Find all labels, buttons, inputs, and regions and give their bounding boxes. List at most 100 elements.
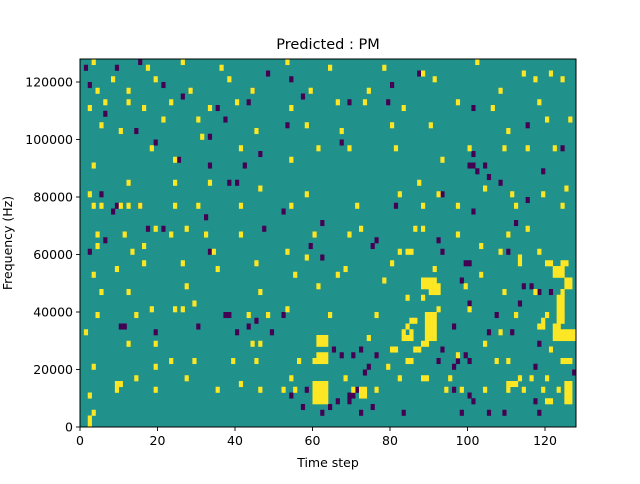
heatmap-cell-high: [92, 364, 96, 370]
heatmap-cell-low: [247, 99, 251, 105]
y-tick-label: 20000: [33, 362, 73, 377]
heatmap-cell-low: [468, 358, 472, 364]
heatmap-cell-high: [483, 387, 487, 393]
heatmap-cell-low: [468, 393, 472, 399]
heatmap-cell-high: [557, 301, 561, 307]
heatmap-cell-high: [557, 329, 561, 335]
heatmap-cell-low: [270, 329, 274, 335]
heatmap-cell-high: [285, 306, 289, 312]
y-tick-label: 80000: [33, 190, 73, 205]
y-tick-label: 100000: [25, 132, 73, 147]
heatmap-cell-low: [526, 197, 530, 203]
heatmap-cell-high: [514, 312, 518, 318]
heatmap-cell-high: [390, 122, 394, 128]
heatmap-cell-low: [154, 140, 158, 146]
heatmap-cell-high: [561, 306, 565, 312]
heatmap-cell-high: [285, 59, 289, 65]
heatmap-cell-high: [344, 375, 348, 381]
heatmap-cell-high: [320, 387, 324, 393]
heatmap-cell-high: [561, 301, 565, 307]
heatmap-cell-high: [561, 203, 565, 209]
heatmap-cell-high: [429, 278, 433, 284]
heatmap-cell-high: [251, 341, 255, 347]
heatmap-cell-high: [464, 283, 468, 289]
x-tick-label: 80: [382, 433, 398, 448]
heatmap-cell-high: [568, 358, 572, 364]
heatmap-cell-high: [561, 272, 565, 278]
heatmap-cell-high: [189, 88, 193, 94]
heatmap-cell-high: [316, 381, 320, 387]
heatmap-cell-high: [88, 416, 92, 422]
heatmap-cell-low: [537, 289, 541, 295]
y-tick-label: 60000: [33, 247, 73, 262]
heatmap-cell-high: [545, 375, 549, 381]
heatmap-cell-high: [456, 352, 460, 358]
heatmap-cell-high: [196, 203, 200, 209]
heatmap-cell-high: [254, 128, 258, 134]
heatmap-cell-high: [154, 76, 158, 82]
heatmap-cell-high: [115, 381, 119, 387]
heatmap-cell-high: [564, 358, 568, 364]
heatmap-cell-high: [526, 145, 530, 151]
heatmap-cell-low: [437, 237, 441, 243]
heatmap-cell-high: [545, 312, 549, 318]
heatmap-cell-high: [320, 358, 324, 364]
heatmap-cell-high: [115, 387, 119, 393]
heatmap-cell-high: [320, 381, 324, 387]
heatmap-cell-low: [417, 71, 421, 77]
y-axis: 0 20000 40000 60000 80000 100000 120000: [25, 75, 80, 435]
heatmap-cell-high: [406, 249, 410, 255]
heatmap-cell-high: [313, 358, 317, 364]
heatmap-cell-low: [375, 237, 379, 243]
heatmap-cell-low: [301, 404, 305, 410]
heatmap-cell-high: [557, 272, 561, 278]
heatmap-cell-high: [115, 266, 119, 272]
heatmap-cell-high: [437, 283, 441, 289]
heatmap-cell-high: [526, 226, 530, 232]
heatmap-cell-high: [359, 387, 363, 393]
heatmap-cell-high: [247, 312, 251, 318]
heatmap-cell-high: [514, 381, 518, 387]
heatmap-cell-low: [84, 65, 88, 71]
heatmap-cell-low: [309, 243, 313, 249]
heatmap-cell-high: [328, 65, 332, 71]
heatmap-cell-high: [456, 232, 460, 238]
heatmap-cell-high: [313, 387, 317, 393]
heatmap-cell-high: [541, 387, 545, 393]
heatmap-cell-high: [537, 99, 541, 105]
heatmap-cell-low: [119, 324, 123, 330]
heatmap-cell-high: [406, 358, 410, 364]
heatmap-cell-high: [305, 255, 309, 261]
heatmap-cell-high: [541, 191, 545, 197]
heatmap-cell-high: [553, 272, 557, 278]
heatmap-cell-low: [347, 398, 351, 404]
heatmap-cell-high: [502, 145, 506, 151]
heatmap-cell-high: [564, 381, 568, 387]
heatmap-cell-high: [173, 157, 177, 163]
heatmap-cell-low: [522, 283, 526, 289]
heatmap-cell-low: [533, 398, 537, 404]
heatmap-cell-high: [192, 358, 196, 364]
heatmap-cell-high: [347, 145, 351, 151]
heatmap-cell-high: [433, 283, 437, 289]
heatmap-cell-high: [119, 128, 123, 134]
heatmap-cell-low: [530, 283, 534, 289]
heatmap-cell-high: [185, 283, 189, 289]
heatmap-cell-low: [460, 278, 464, 284]
heatmap-cell-high: [289, 157, 293, 163]
heatmap-cell-low: [510, 329, 514, 335]
heatmap-cell-high: [208, 105, 212, 111]
heatmap-cell-high: [382, 278, 386, 284]
heatmap-cell-low: [483, 163, 487, 169]
heatmap-cell-high: [425, 375, 429, 381]
heatmap-cell-low: [305, 387, 309, 393]
heatmap-cell-high: [394, 145, 398, 151]
heatmap-cell-high: [305, 122, 309, 128]
heatmap-cell-high: [320, 352, 324, 358]
heatmap-cell-high: [336, 99, 340, 105]
heatmap-cell-high: [568, 335, 572, 341]
heatmap-cell-high: [448, 375, 452, 381]
heatmap-cell-high: [421, 341, 425, 347]
heatmap-cell-high: [417, 180, 421, 186]
heatmap-cell-low: [386, 99, 390, 105]
